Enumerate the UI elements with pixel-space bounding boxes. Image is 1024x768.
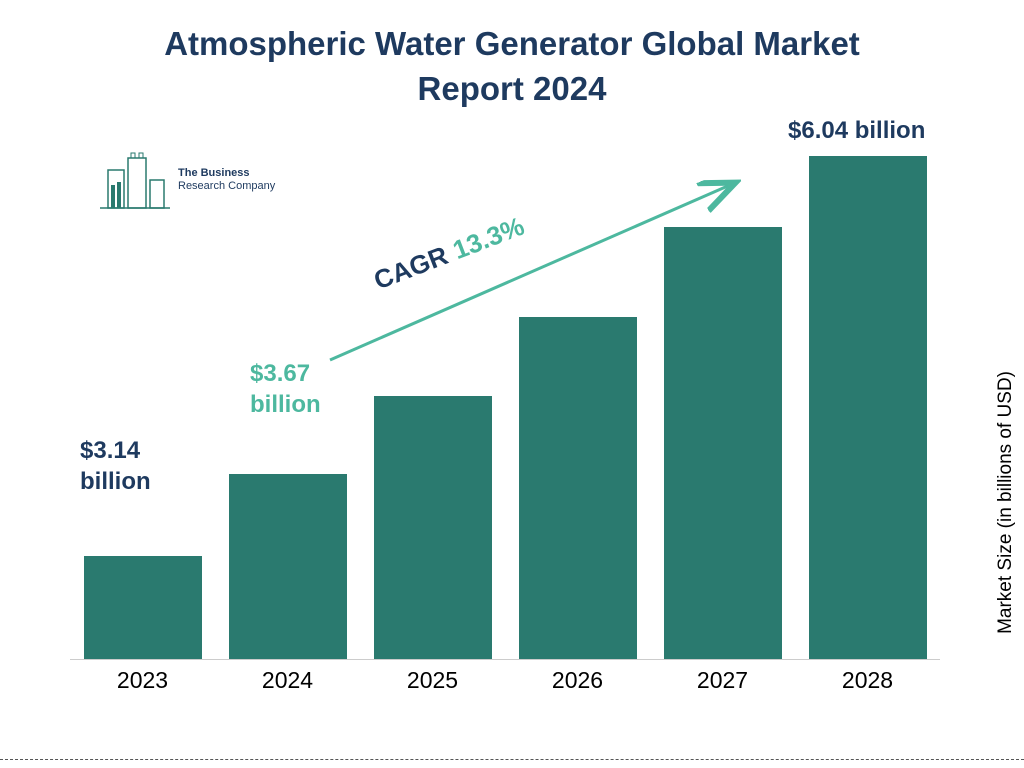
bar-2025 xyxy=(374,396,492,659)
bar-2024 xyxy=(229,474,347,659)
x-label-2025: 2025 xyxy=(363,667,503,694)
bar-2023 xyxy=(84,556,202,659)
x-label-2026: 2026 xyxy=(508,667,648,694)
bottom-dashed-line xyxy=(0,759,1024,760)
bar-2028 xyxy=(809,156,927,659)
bar-2026 xyxy=(519,317,637,659)
x-axis-labels: 2023 2024 2025 2026 2027 2028 xyxy=(70,660,940,700)
x-label-2028: 2028 xyxy=(798,667,938,694)
chart-title: Atmospheric Water Generator Global Marke… xyxy=(0,0,1024,111)
value-label-2028: $6.04 billion xyxy=(788,115,925,146)
x-label-2027: 2027 xyxy=(653,667,793,694)
y-axis-label: Market Size (in billions of USD) xyxy=(995,371,1017,634)
bar-2027 xyxy=(664,227,782,659)
value-label-2023: $3.14 billion xyxy=(80,435,180,497)
value-label-2024: $3.67 billion xyxy=(250,358,350,420)
x-label-2023: 2023 xyxy=(73,667,213,694)
x-label-2024: 2024 xyxy=(218,667,358,694)
